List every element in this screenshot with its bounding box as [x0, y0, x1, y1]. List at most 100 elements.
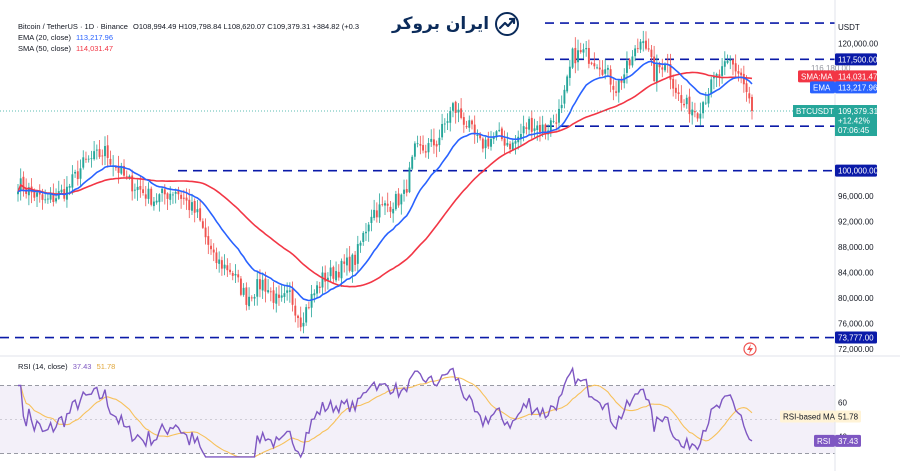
candle-body [740, 72, 743, 76]
candle-body [604, 69, 607, 74]
candle-body [90, 158, 93, 160]
candle-body [484, 139, 487, 149]
price-axis-tags: 117,500.00107,000.00100,000.0073,777.001… [780, 53, 879, 447]
candle-body [288, 290, 291, 292]
candle-body [275, 293, 278, 304]
candle-body [661, 67, 664, 70]
candle-body [427, 143, 430, 153]
price-tick-label: 80,000.00 [838, 294, 874, 303]
sma-name-tag-bg [798, 70, 835, 83]
candle-body [560, 104, 563, 109]
candle-body [650, 49, 653, 58]
candle-body [528, 118, 531, 130]
candle-body [683, 103, 685, 106]
candle-body [403, 189, 405, 194]
candle-body [71, 174, 74, 188]
candle-body [729, 59, 732, 61]
symbol-legend: Bitcoin / TetherUS · 1D · Binance O108,9… [18, 22, 362, 31]
candle-body [748, 93, 751, 99]
sma-value-tag-bg [835, 70, 877, 83]
rsi-ma-legend-value: 51.78 [96, 362, 116, 371]
candle-body [674, 87, 677, 93]
ema-name-tag: EMA [813, 83, 831, 92]
candle-body [468, 120, 471, 128]
price-tag-line: 109,379.31 [838, 107, 879, 116]
candle-body [435, 143, 438, 147]
candle-body [416, 143, 419, 145]
candle-body [109, 158, 112, 165]
flash-icon[interactable] [743, 342, 757, 356]
candle-body [329, 267, 332, 277]
candle-body [647, 48, 650, 50]
price-tick-label: 120,000.00 [838, 39, 879, 48]
candle-body [354, 254, 357, 265]
candle-body [449, 110, 452, 123]
candle-body [68, 186, 71, 188]
candle-body [375, 210, 378, 218]
candle-body [454, 101, 457, 113]
candle-body [166, 193, 169, 199]
price-tick-label: 92,000.00 [838, 218, 874, 227]
candle-body [742, 73, 745, 85]
candle-body [704, 102, 707, 104]
candle-body [495, 131, 498, 138]
rsi-value-tag-bg [835, 434, 861, 447]
candle-body [114, 167, 117, 168]
candle-body [481, 138, 484, 149]
candle-body [177, 191, 180, 195]
candle-body [549, 120, 552, 131]
candle-body [41, 194, 44, 200]
level-tag-bg [835, 164, 877, 177]
symbol-title[interactable]: Bitcoin / TetherUS · 1D · Binance [18, 22, 128, 31]
candle-body [677, 92, 680, 95]
ema-name-tag-bg [810, 81, 835, 94]
candle-body [294, 305, 297, 316]
candle-body [93, 151, 96, 160]
candle-body [522, 126, 525, 134]
candle-body [370, 216, 373, 223]
candle-body [628, 59, 631, 66]
candle-body [128, 175, 131, 178]
candle-body [348, 256, 351, 271]
candle-body [144, 194, 147, 199]
candle-body [356, 244, 359, 264]
candle-body [669, 64, 672, 80]
candle-body [381, 204, 384, 206]
candle-body [392, 208, 395, 214]
candle-body [155, 200, 158, 203]
candle-body [386, 203, 389, 206]
candle-body [389, 206, 392, 212]
candle-body [655, 64, 658, 83]
sma-legend[interactable]: SMA (50, close) 114,031.47 [18, 44, 116, 53]
price-tick-label: 84,000.00 [838, 268, 874, 277]
candle-body [642, 41, 645, 44]
candle-body [242, 287, 245, 295]
rsi-legend[interactable]: RSI (14, close) 37.43 51.78 [18, 362, 118, 371]
candle-body [471, 120, 473, 125]
candle-body [422, 145, 425, 151]
level-tag: 117,500.00 [838, 55, 878, 64]
candle-body [199, 208, 202, 221]
ema-20-line [17, 60, 753, 302]
candle-body [563, 89, 566, 104]
candle-body [530, 117, 533, 132]
candle-body [443, 123, 446, 125]
candle-body [737, 71, 740, 74]
candle-body [691, 109, 694, 116]
sma-legend-label: SMA (50, close) [18, 44, 71, 53]
candle-body [631, 56, 634, 66]
candle-body [645, 40, 647, 49]
candle-body [460, 108, 463, 118]
candle-body [745, 83, 748, 93]
candle-body [734, 63, 737, 72]
brand-logo: ایران بروکر [392, 12, 520, 36]
candle-body [46, 198, 49, 200]
candle-body [345, 257, 348, 266]
level-tag: 73,777.00 [838, 334, 874, 343]
ema-legend[interactable]: EMA (20, close) 113,217.96 [18, 33, 116, 42]
candle-body [514, 141, 517, 144]
candle-body [207, 236, 210, 245]
rsi-pane [0, 366, 835, 459]
candle-body [313, 293, 316, 296]
